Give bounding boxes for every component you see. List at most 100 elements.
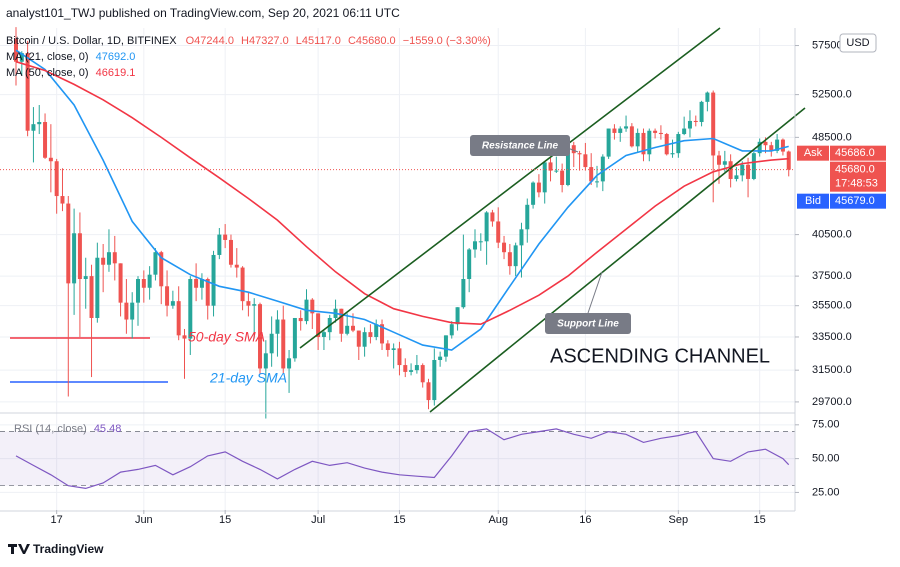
y-tick-label: 48500.0 [812, 131, 852, 143]
candle-body [217, 234, 222, 255]
symbol-title: Bitcoin / U.S. Dollar, 1D, BITFINEX [6, 35, 177, 47]
ma-name: MA (50, close, 0) [6, 67, 89, 79]
candle-body [368, 332, 373, 337]
callout-box [470, 135, 570, 156]
candle-body [48, 157, 53, 162]
candle-body [711, 92, 716, 156]
x-tick-label: Sep [669, 514, 689, 526]
candle-body [583, 154, 588, 168]
candle-body [188, 279, 193, 339]
annotation: 21-day SMA [209, 370, 287, 386]
candle-body [705, 92, 710, 102]
candle-body [717, 155, 722, 165]
candle-body [124, 302, 129, 320]
candle-body [478, 241, 483, 243]
candle-body [19, 53, 24, 62]
candle-body [409, 370, 414, 372]
annotation: ASCENDING CHANNEL [550, 345, 770, 367]
candle-body [542, 162, 547, 193]
candle-body [240, 267, 245, 302]
candle-body [211, 254, 216, 306]
ohlc-value: O47244.0 [186, 35, 234, 47]
x-tick-label: 16 [579, 514, 591, 526]
candle-body [438, 356, 443, 360]
candle-body [263, 353, 268, 369]
candle-body [490, 212, 495, 222]
candle-body [228, 239, 233, 265]
candle-body [281, 319, 286, 369]
moving-average-line [15, 49, 789, 351]
ma-legend: MA (50, close, 0) 46619.1 [6, 67, 135, 79]
candle-body [536, 182, 541, 193]
y-tick-label: 37500.0 [812, 270, 852, 282]
candle-body [722, 161, 727, 165]
candle-body [391, 348, 396, 351]
candle-body [176, 301, 181, 336]
channel-lower-line [429, 107, 806, 413]
annotation: Resistance Line [482, 141, 559, 152]
candle-body [269, 333, 274, 354]
grid-layer [0, 28, 795, 510]
rsi-legend: RSI (14, close) 45.48 [14, 423, 121, 435]
candle-body [414, 365, 419, 371]
ask-tag [830, 145, 886, 161]
candle-body [199, 279, 204, 288]
candle-body [624, 126, 629, 129]
candle-body [513, 245, 518, 267]
candle-body [751, 153, 756, 179]
candle-body [182, 335, 187, 339]
price-tag-layer: Ask 45686.0 45680.0 17:48:53 Bid 45679.0 [0, 145, 886, 209]
ma-layer [15, 49, 790, 490]
candle-body [676, 134, 681, 154]
candle-body [502, 242, 507, 253]
currency-label[interactable]: USD [846, 37, 869, 49]
ma-value: 46619.1 [96, 67, 136, 79]
countdown: 17:48:53 [835, 178, 878, 190]
rsi-value: 45.48 [94, 423, 122, 435]
candle-body [682, 128, 687, 135]
candle-body [66, 203, 71, 284]
ma-legend: MA (21, close, 0) 47692.0 [6, 51, 135, 63]
rsi-band [0, 431, 795, 486]
candle-body [385, 343, 390, 351]
ma-value: 47692.0 [96, 51, 136, 63]
moving-average-line [15, 60, 789, 326]
bid-tag [797, 193, 829, 209]
last-price-tag [830, 161, 886, 192]
candle-body [321, 332, 326, 337]
candle-body [25, 53, 30, 131]
candle-body [647, 130, 652, 155]
candle-body [467, 249, 472, 280]
candle-body [641, 132, 646, 155]
candle-body [95, 257, 100, 318]
currency-badge[interactable] [839, 33, 877, 53]
candle-body [141, 279, 146, 288]
x-tick-label: 15 [393, 514, 405, 526]
candle-body [298, 317, 303, 322]
candle-body [31, 124, 36, 131]
candle-body [403, 365, 408, 372]
candle-body [560, 170, 565, 186]
candle-body [292, 317, 297, 359]
candle-body [670, 153, 675, 155]
y-tick-label: 52500.0 [812, 89, 852, 101]
candle-body [106, 252, 111, 265]
candle-body [449, 324, 454, 336]
candle-body [786, 151, 791, 170]
candle-body [89, 276, 94, 318]
candle-body [258, 304, 263, 369]
last-price-value: 45680.0 [835, 164, 875, 176]
header: analyst101_TWJ published on TradingView.… [6, 6, 400, 20]
candle-body [194, 279, 199, 288]
candle-body [507, 252, 512, 267]
candle-body [380, 324, 385, 344]
x-tick-label: Jul [311, 514, 325, 526]
candle-body [310, 299, 315, 314]
candle-body [205, 279, 210, 306]
x-tick-label: 15 [219, 514, 231, 526]
candle-body [577, 153, 582, 155]
candle-body [571, 145, 576, 154]
ask-label: Ask [804, 147, 823, 159]
candle-body [728, 161, 733, 179]
y-tick-label: 50.00 [812, 453, 840, 465]
